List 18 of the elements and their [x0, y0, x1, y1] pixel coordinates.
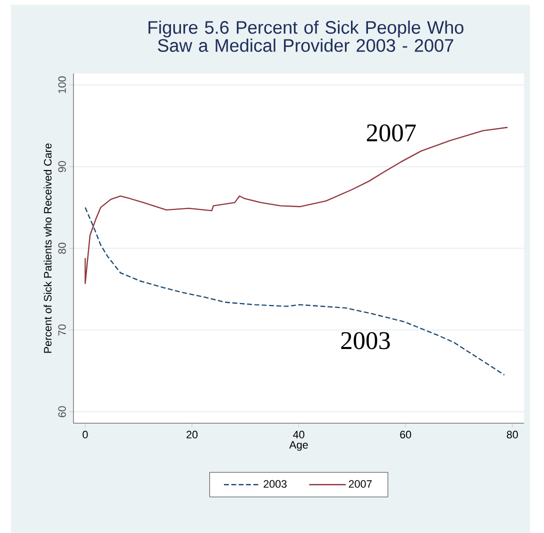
y-tick-label: 70	[58, 324, 66, 336]
x-tick-label: 60	[400, 430, 412, 438]
y-tick-label: 100	[58, 76, 66, 94]
y-tick-label: 90	[58, 161, 66, 172]
x-axis-title: Age	[289, 441, 308, 451]
y-tick-label: 80	[58, 242, 66, 254]
legend-label: 2003	[264, 480, 287, 488]
x-tick-label: 20	[186, 430, 198, 438]
line-series	[84, 206, 505, 376]
x-tick-label: 80	[506, 430, 518, 438]
annotation: 2007	[366, 124, 416, 142]
legend-label: 2007	[348, 480, 372, 488]
annotation: 2003	[341, 332, 390, 350]
x-tick-label: 0	[82, 430, 88, 438]
x-tick-label: 40	[293, 430, 304, 438]
chart-title: Figure 5.6 Percent of Sick People Who Saw a Medical Provider 2003 - 2007	[148, 20, 464, 52]
y-tick-label: 60	[58, 406, 66, 418]
y-axis-title: Percent of Sick Patients who Received Care	[44, 144, 52, 353]
